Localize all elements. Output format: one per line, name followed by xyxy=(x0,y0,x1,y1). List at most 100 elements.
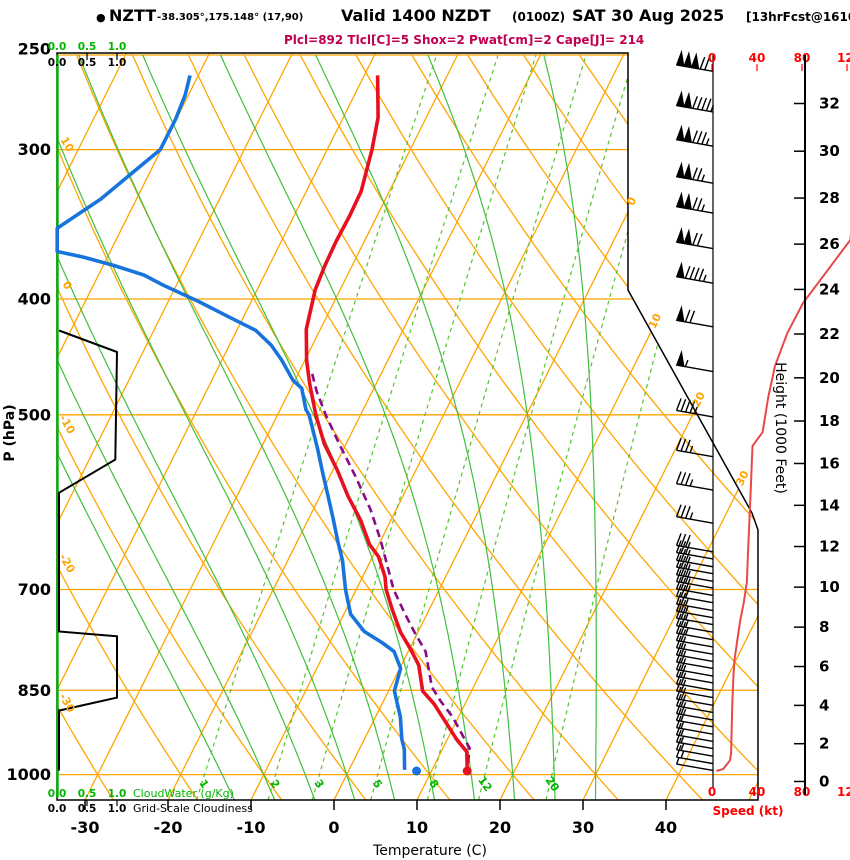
mixing-ratio-label: 5 xyxy=(370,777,385,791)
cloud-water-scale-label: 0.0 xyxy=(48,41,67,53)
temperature-tick-label: 0 xyxy=(328,818,339,837)
dry-adiabat-line xyxy=(57,54,199,800)
moist-adiabat-line xyxy=(543,54,597,800)
wind-speed-curve xyxy=(716,232,850,772)
mixing-ratio-label: 3 xyxy=(312,777,327,791)
cloudiness-scale-label: 0.5 xyxy=(78,803,97,815)
valid-time: Valid 1400 NZDT xyxy=(341,6,491,25)
wind-barb xyxy=(675,649,714,670)
wind-barb xyxy=(675,349,714,373)
wind-barb xyxy=(675,583,714,604)
temperature-tick-label: -20 xyxy=(154,818,183,837)
height-tick-label: 30 xyxy=(819,142,840,160)
moist-adiabat-line xyxy=(57,54,316,800)
wind-barb xyxy=(675,678,714,699)
dewpoint-curve xyxy=(55,74,407,770)
height-tick-label: 20 xyxy=(819,369,840,387)
wind-barb xyxy=(675,628,714,648)
dry-adiabat-line xyxy=(57,54,451,800)
cloud-water-scale-label: 0.0 xyxy=(48,788,67,800)
height-tick-label: 26 xyxy=(819,235,840,253)
station-id: NZTT xyxy=(109,6,157,25)
speed-axis-title: Speed (kt) xyxy=(713,804,784,818)
wind-barb xyxy=(675,504,714,524)
valid-date: SAT 30 Aug 2025 xyxy=(572,6,725,25)
height-tick-label: 4 xyxy=(819,696,829,714)
surface-dewpoint-dot xyxy=(412,766,422,776)
pressure-tick-label: 700 xyxy=(18,580,51,599)
wind-barb xyxy=(675,757,714,772)
mixing-ratio-line xyxy=(370,54,587,800)
pressure-tick-label: 500 xyxy=(18,405,51,424)
cloud-water-scale-label: 1.0 xyxy=(108,788,127,800)
speed-tick-label: 0 xyxy=(708,51,716,65)
isotherm-line xyxy=(57,53,294,800)
isotherm-line xyxy=(57,53,377,800)
dry-adiabat-line xyxy=(57,54,114,800)
wind-barb xyxy=(675,701,714,721)
mixing-ratio-line xyxy=(477,54,679,800)
wind-barb xyxy=(675,438,714,458)
moist-adiabat-line xyxy=(315,54,516,800)
moist-adiabat-line xyxy=(427,54,556,800)
wind-barb xyxy=(675,620,714,641)
wind-barb xyxy=(675,540,714,560)
temperature-axis-title: Temperature (C) xyxy=(372,843,487,859)
mixing-ratio-line xyxy=(196,54,438,800)
temperature-tick-label: 20 xyxy=(489,818,511,837)
dry-adiabat-line xyxy=(299,54,758,800)
isotherm-line xyxy=(416,53,758,800)
wind-barb xyxy=(675,657,714,677)
height-tick-label: 2 xyxy=(819,735,829,753)
isotherm-line xyxy=(84,53,460,800)
wind-barb xyxy=(675,671,714,691)
dry-adiabat-line xyxy=(243,54,758,800)
wind-barb xyxy=(675,729,714,750)
isotherm-line xyxy=(167,53,543,800)
wind-barb xyxy=(675,576,714,597)
wind-barb xyxy=(675,722,714,743)
speed-tick-label: 40 xyxy=(749,51,766,65)
wind-barb xyxy=(675,161,714,184)
wind-barb xyxy=(675,124,714,147)
height-tick-label: 24 xyxy=(819,280,840,298)
wind-barb xyxy=(675,693,714,714)
dry-adiabat-line xyxy=(132,54,619,800)
speed-tick-label: 120 xyxy=(837,785,850,799)
wind-barb xyxy=(675,548,714,568)
height-axis-title: Height (1000 Feet) xyxy=(772,362,788,494)
wind-barb xyxy=(675,598,714,619)
wind-barb xyxy=(675,737,714,757)
wind-barb xyxy=(675,686,714,707)
wind-barb xyxy=(675,642,714,663)
height-tick-label: 16 xyxy=(819,454,840,472)
wind-barb xyxy=(675,533,714,553)
wind-barb-column xyxy=(675,49,850,788)
plot-frame xyxy=(56,52,759,801)
wind-barb xyxy=(675,305,714,328)
cloudiness-scale-label: 0.0 xyxy=(48,57,67,69)
cloud-water-scale-title: CloudWater (g/Kg) xyxy=(133,787,234,800)
height-tick-label: 28 xyxy=(819,189,840,207)
speed-tick-label: 80 xyxy=(794,785,811,799)
cloudiness-scale-label: 0.5 xyxy=(78,57,97,69)
wind-barb xyxy=(675,398,714,418)
surface-temp-dot xyxy=(462,766,472,776)
speed-tick-label: 80 xyxy=(794,51,811,65)
isotherm-label: 20 xyxy=(690,390,709,410)
dry-adiabat-line xyxy=(76,54,535,800)
speed-tick-label: 0 xyxy=(708,785,716,799)
temperature-tick-label: -30 xyxy=(71,818,100,837)
temperature-tick-label: 40 xyxy=(655,818,677,837)
mixing-ratio-label: 12 xyxy=(475,774,494,794)
axis-titles: P (hPa) Temperature (C) Height (1000 Fee… xyxy=(2,362,788,859)
speed-tick-label: 40 xyxy=(749,785,766,799)
wind-barb xyxy=(675,569,714,589)
height-tick-label: 12 xyxy=(819,538,840,556)
wind-barb xyxy=(675,613,714,633)
cloud-traces xyxy=(56,55,119,798)
dry-adiabat-line xyxy=(578,54,758,800)
cloud-water-scale-label: 1.0 xyxy=(108,41,127,53)
cloud-water-scale-label: 0.5 xyxy=(78,788,97,800)
